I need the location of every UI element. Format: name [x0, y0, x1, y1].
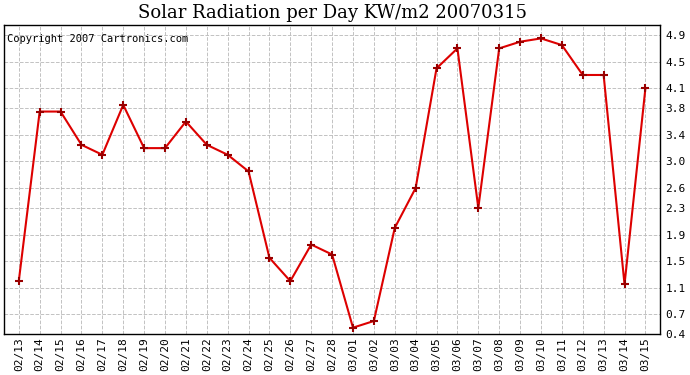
Title: Solar Radiation per Day KW/m2 20070315: Solar Radiation per Day KW/m2 20070315 [137, 4, 526, 22]
Text: Copyright 2007 Cartronics.com: Copyright 2007 Cartronics.com [8, 34, 188, 44]
